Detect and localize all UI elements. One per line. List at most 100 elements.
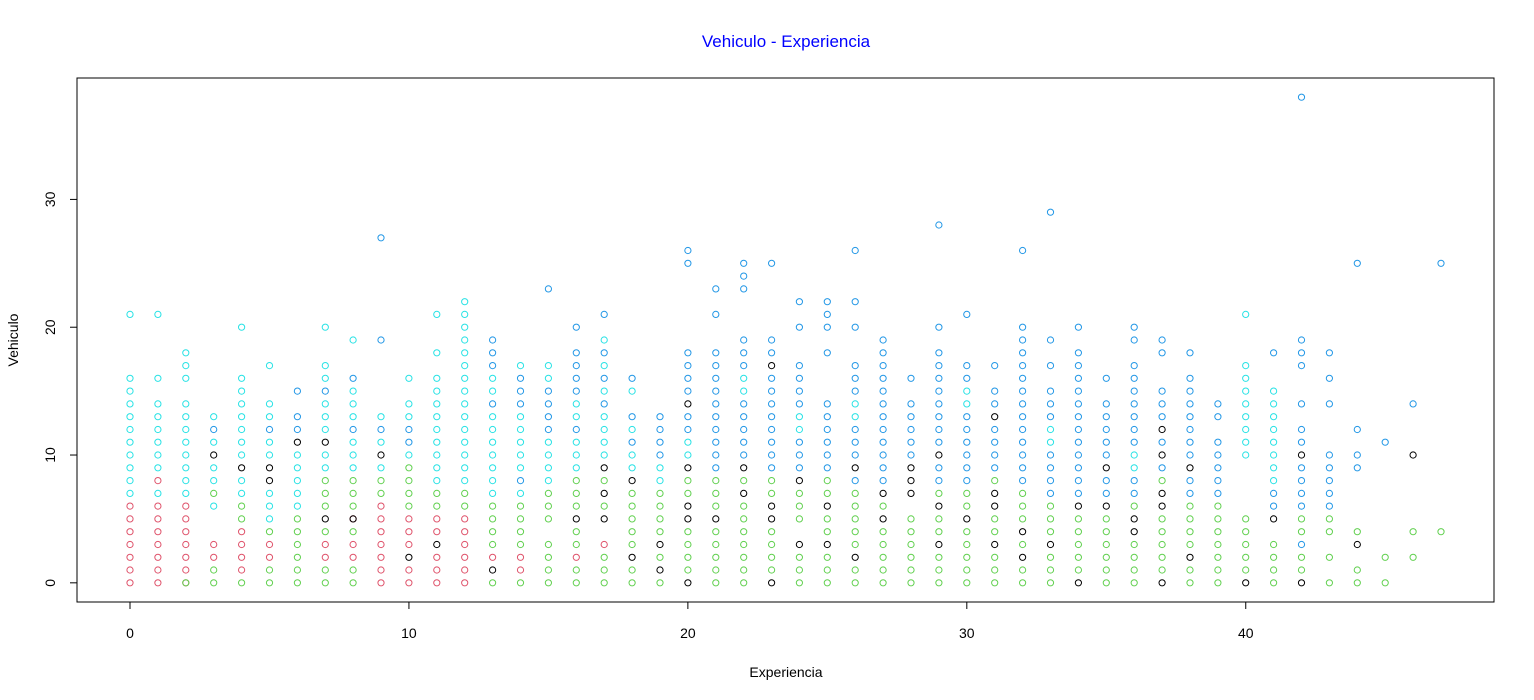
data-point bbox=[1130, 387, 1138, 395]
data-point bbox=[377, 477, 385, 485]
data-point bbox=[628, 413, 636, 421]
data-point bbox=[1186, 387, 1194, 395]
data-point bbox=[907, 528, 915, 536]
data-point bbox=[516, 528, 525, 536]
data-point bbox=[377, 336, 385, 344]
data-point bbox=[377, 502, 385, 510]
data-point bbox=[238, 464, 246, 472]
data-point bbox=[907, 566, 915, 574]
data-point bbox=[1437, 528, 1445, 536]
data-point bbox=[851, 387, 859, 395]
data-point bbox=[1158, 438, 1166, 446]
data-point bbox=[823, 323, 831, 331]
data-point bbox=[1214, 566, 1222, 574]
chart-title: Vehiculo - Experiencia bbox=[702, 32, 871, 51]
data-point bbox=[684, 425, 692, 434]
data-point bbox=[265, 566, 274, 574]
data-point bbox=[656, 464, 664, 472]
data-point bbox=[712, 438, 720, 446]
data-point bbox=[1130, 489, 1138, 497]
data-point bbox=[795, 553, 804, 561]
data-point bbox=[126, 464, 134, 472]
data-point bbox=[684, 349, 692, 357]
data-point bbox=[740, 579, 748, 587]
data-point bbox=[1186, 464, 1194, 472]
data-point bbox=[1102, 502, 1110, 510]
data-point bbox=[1214, 515, 1222, 523]
data-point bbox=[1325, 374, 1334, 382]
data-point bbox=[126, 477, 134, 485]
data-point bbox=[544, 566, 553, 574]
data-point bbox=[293, 579, 301, 587]
data-point bbox=[768, 528, 776, 536]
data-point bbox=[991, 400, 999, 408]
data-point bbox=[516, 387, 525, 395]
data-point bbox=[433, 553, 441, 561]
data-point bbox=[489, 374, 497, 382]
data-point bbox=[489, 515, 497, 523]
data-point bbox=[1242, 362, 1250, 370]
data-point bbox=[712, 413, 720, 421]
data-point bbox=[935, 362, 943, 370]
data-point bbox=[1297, 502, 1306, 510]
data-point bbox=[628, 579, 636, 587]
data-point bbox=[628, 566, 636, 574]
data-point bbox=[684, 387, 692, 395]
data-point bbox=[154, 400, 162, 408]
data-point bbox=[461, 387, 469, 395]
data-point bbox=[182, 553, 190, 561]
data-point bbox=[991, 528, 999, 536]
data-point bbox=[321, 464, 329, 472]
data-point bbox=[461, 298, 469, 306]
data-point bbox=[1270, 438, 1278, 446]
data-point bbox=[600, 477, 608, 485]
data-point bbox=[1074, 374, 1083, 382]
data-point bbox=[879, 400, 887, 408]
data-point bbox=[572, 374, 580, 382]
data-point bbox=[516, 413, 525, 421]
data-point bbox=[210, 566, 218, 574]
data-point bbox=[1130, 362, 1138, 370]
data-point bbox=[405, 540, 413, 549]
data-point bbox=[1353, 566, 1361, 574]
data-point bbox=[126, 387, 134, 395]
data-point bbox=[1102, 515, 1110, 523]
data-point bbox=[1019, 323, 1027, 331]
data-point bbox=[1242, 566, 1250, 574]
x-axis-label: Experiencia bbox=[749, 664, 822, 680]
data-point bbox=[572, 553, 580, 561]
data-point bbox=[879, 413, 887, 421]
data-point bbox=[154, 425, 162, 434]
data-point bbox=[1130, 336, 1138, 344]
data-point bbox=[935, 502, 943, 510]
data-point bbox=[879, 528, 887, 536]
data-point bbox=[210, 425, 218, 434]
data-point bbox=[768, 362, 776, 370]
data-point bbox=[1297, 528, 1306, 536]
data-point bbox=[1019, 528, 1027, 536]
data-point bbox=[712, 553, 720, 561]
data-point bbox=[1074, 540, 1083, 549]
data-point bbox=[544, 387, 553, 395]
data-point bbox=[628, 451, 636, 459]
data-point bbox=[656, 438, 664, 446]
data-point bbox=[461, 336, 469, 344]
data-point bbox=[1074, 579, 1083, 587]
data-point bbox=[600, 464, 608, 472]
data-point bbox=[879, 464, 887, 472]
data-point bbox=[544, 489, 553, 497]
data-point bbox=[1130, 451, 1138, 459]
data-point bbox=[433, 451, 441, 459]
data-point bbox=[238, 323, 246, 331]
data-point bbox=[238, 489, 246, 497]
data-point bbox=[349, 528, 357, 536]
data-point bbox=[600, 425, 608, 434]
data-point bbox=[1297, 464, 1306, 472]
data-point bbox=[1130, 323, 1138, 331]
data-point bbox=[991, 579, 999, 587]
data-point bbox=[321, 374, 329, 382]
data-point bbox=[349, 579, 357, 587]
data-point bbox=[740, 489, 748, 497]
data-point bbox=[572, 528, 580, 536]
data-point bbox=[1102, 374, 1110, 382]
